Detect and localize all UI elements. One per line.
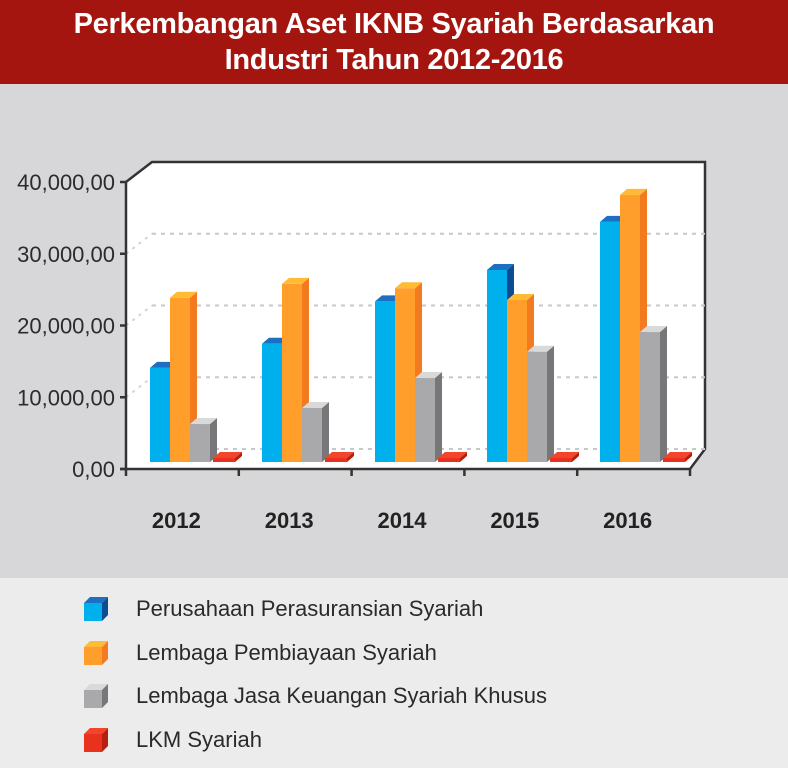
y-tick-label: 10,000,00 xyxy=(17,385,115,410)
legend-item-ljk-khusus: Lembaga Jasa Keuangan Syariah Khusus xyxy=(82,681,547,711)
legend-label: Perusahaan Perasuransian Syariah xyxy=(136,596,484,621)
legend-item-perasuransian: Perusahaan Perasuransian Syariah xyxy=(82,594,483,624)
chart-title-line-2: Industri Tahun 2012-2016 xyxy=(224,44,564,76)
y-tick-label: 0,00 xyxy=(72,457,115,482)
legend-label: LKM Syariah xyxy=(136,727,262,752)
bars xyxy=(150,188,692,462)
x-tick-label: 2012 xyxy=(152,508,201,533)
x-tick-label: 2014 xyxy=(378,508,428,533)
legend-cube-icon-red xyxy=(84,728,108,752)
bar-chart-3d: 0,00 10,000,00 20,000,00 30,000,00 40,000,00… xyxy=(17,160,707,533)
y-tick-label: 30,000,00 xyxy=(17,242,115,267)
legend-cube-icon-blue xyxy=(84,597,108,621)
legend: Perusahaan Perasuransian Syariah Lembaga… xyxy=(0,578,788,768)
y-tick-label: 20,000,00 xyxy=(17,314,115,339)
legend-item-pembiayaan: Lembaga Pembiayaan Syariah xyxy=(82,638,437,668)
x-tick-label: 2013 xyxy=(265,508,314,533)
legend-label: Lembaga Pembiayaan Syariah xyxy=(136,640,437,665)
legend-label: Lembaga Jasa Keuangan Syariah Khusus xyxy=(136,683,547,708)
chart-title-line-1: Perkembangan Aset IKNB Syariah Berdasark… xyxy=(73,8,715,40)
x-axis-ticks: 2012 2013 2014 2015 2016 xyxy=(124,469,692,533)
legend-item-lkm: LKM Syariah xyxy=(82,725,262,755)
legend-cube-icon-gray xyxy=(84,684,108,708)
y-tick-label: 40,000,00 xyxy=(17,170,115,195)
x-tick-label: 2015 xyxy=(490,508,539,533)
legend-cube-icon-orange xyxy=(84,641,108,665)
chart-title-banner: Perkembangan Aset IKNB Syariah Berdasark… xyxy=(0,0,788,84)
y-axis-ticks: 0,00 10,000,00 20,000,00 30,000,00 40,000,00 xyxy=(17,170,126,482)
x-tick-label: 2016 xyxy=(603,508,652,533)
